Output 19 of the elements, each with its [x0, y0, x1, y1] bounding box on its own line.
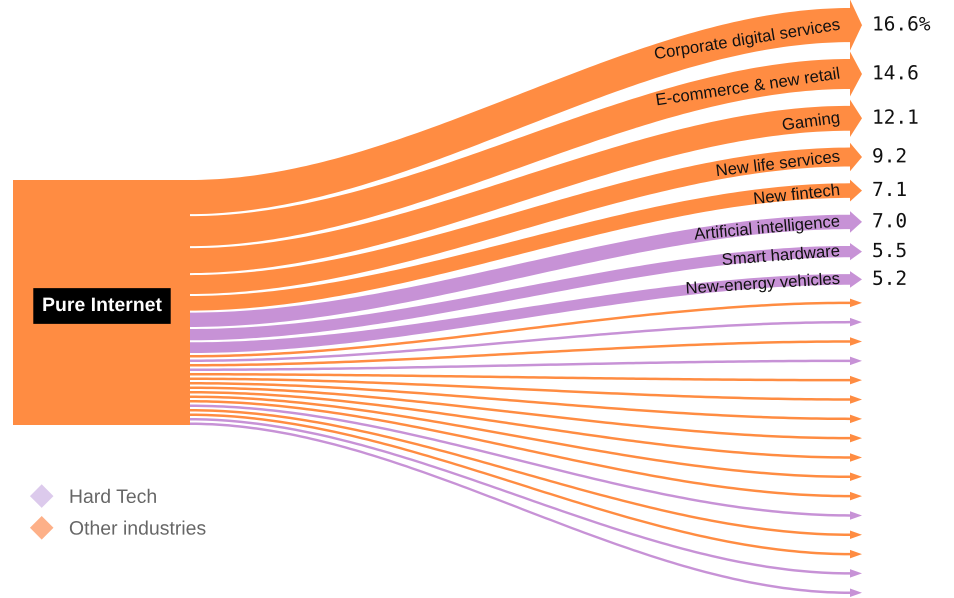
legend-label: Hard Tech — [70, 488, 156, 504]
data-label: 7.0 — [873, 212, 906, 228]
data-label: 5.2 — [873, 270, 906, 286]
category-label: Smart hardware — [722, 244, 840, 266]
data-label: 9.2 — [873, 148, 906, 163]
category-label: New-energy vehicles — [686, 272, 840, 297]
category-label: New fintech — [754, 183, 840, 204]
text: Pure Internet — [43, 298, 162, 312]
category-label: Corporate digital services — [654, 18, 841, 63]
category-label: E-commerce & new retail — [656, 66, 840, 106]
legend-label: Other industries — [70, 520, 206, 535]
category-label: New life services — [716, 149, 840, 176]
data-label: 5.5 — [873, 242, 906, 258]
data-label: 7.1 — [873, 182, 906, 196]
category-label: Artificial intelligence — [694, 214, 840, 244]
data-label: 14.6 — [874, 64, 918, 80]
data-label: 16.6% — [874, 16, 930, 31]
category-label: Gaming — [782, 110, 840, 134]
data-label: 12.1 — [874, 109, 918, 124]
